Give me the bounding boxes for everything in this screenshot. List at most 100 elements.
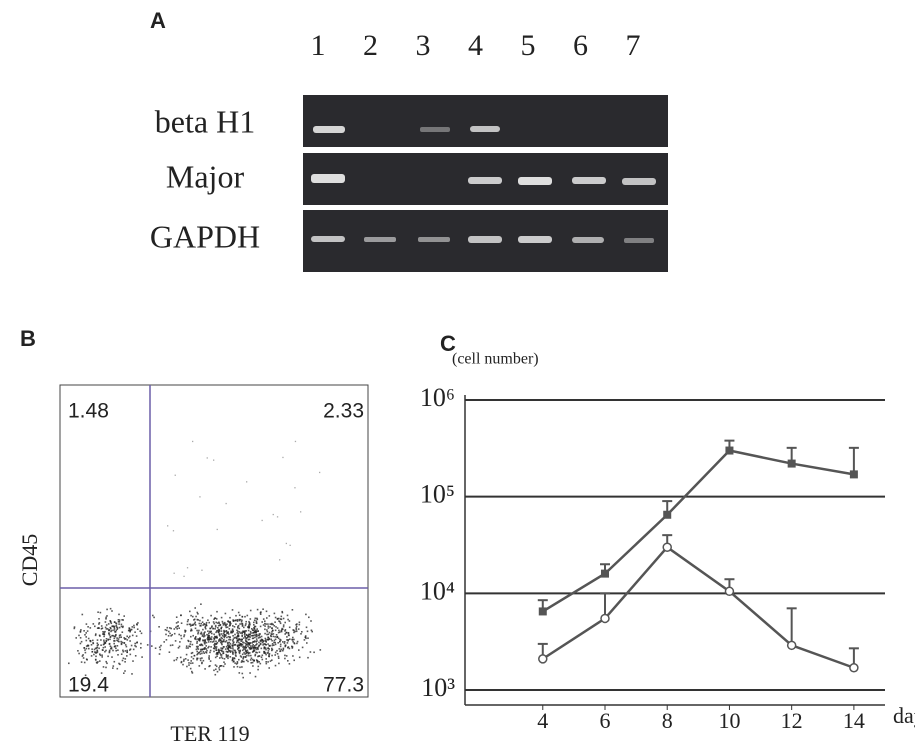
event-dot <box>103 666 105 668</box>
event-dot <box>94 651 96 653</box>
event-dot <box>215 657 217 659</box>
event-dot <box>248 626 250 628</box>
event-dot <box>117 668 119 670</box>
event-dot <box>207 635 209 637</box>
event-dot <box>124 642 126 644</box>
event-dot <box>226 655 228 657</box>
event-dot <box>264 633 266 635</box>
event-dot <box>105 627 107 629</box>
event-dot <box>183 660 185 662</box>
event-dot <box>242 650 244 652</box>
event-dot <box>151 645 153 647</box>
event-dot <box>221 637 223 639</box>
event-dot <box>169 633 171 635</box>
lane-label: 2 <box>363 29 378 62</box>
event-dot <box>188 645 190 647</box>
event-dot <box>243 642 245 644</box>
event-dot <box>95 656 97 658</box>
event-dot <box>252 665 254 667</box>
event-dot <box>225 613 227 615</box>
event-dot <box>232 639 234 641</box>
event-dot <box>195 639 197 641</box>
event-dot <box>230 639 232 641</box>
event-dot <box>116 637 118 639</box>
event-dot <box>214 617 216 619</box>
event-dot <box>241 661 243 663</box>
marker <box>601 614 609 622</box>
event-dot <box>232 609 234 611</box>
event-dot <box>257 609 259 611</box>
row-label: beta H1 <box>155 103 255 139</box>
lane-label: 1 <box>311 29 326 62</box>
event-dot <box>223 652 225 654</box>
event-dot <box>90 627 92 629</box>
event-dot <box>92 640 94 642</box>
figure: A beta H1 Major GAPDH 1234567 B 1.48 2.3… <box>0 0 915 750</box>
event-dot <box>201 653 203 655</box>
marker <box>725 587 733 595</box>
event-dot <box>245 638 247 640</box>
event-dot <box>219 625 221 627</box>
event-dot <box>217 622 219 624</box>
event-dot <box>165 629 167 631</box>
event-dot <box>160 645 162 647</box>
event-dot <box>130 654 132 656</box>
event-dot <box>86 658 88 660</box>
event-dot <box>217 627 219 629</box>
event-dot <box>255 652 257 654</box>
event-dot <box>239 667 241 669</box>
event-dot <box>176 628 178 630</box>
event-dot <box>109 634 111 636</box>
event-dot <box>261 656 263 658</box>
line-chart: 10³10⁴10⁵10⁶468101214 <box>420 383 885 733</box>
event-dot <box>107 656 109 658</box>
event-dot <box>265 661 267 663</box>
event-dot <box>220 665 222 667</box>
event-dot <box>243 631 245 633</box>
event-dot <box>106 628 108 630</box>
event-dot <box>242 658 244 660</box>
event-dot <box>243 627 245 629</box>
event-dot <box>256 636 258 638</box>
event-dot <box>108 629 110 631</box>
event-dot <box>116 630 118 632</box>
event-dot <box>307 637 309 639</box>
event-dot <box>299 657 301 659</box>
event-dot <box>177 657 179 659</box>
event-dot <box>235 637 237 639</box>
event-dot <box>134 631 136 633</box>
event-dot <box>188 662 190 664</box>
event-dot <box>97 661 99 663</box>
event-dot <box>198 632 200 634</box>
event-dot <box>137 628 139 630</box>
event-dot <box>96 647 98 649</box>
event-dot <box>116 625 118 627</box>
event-dot <box>197 619 199 621</box>
event-dot <box>136 642 138 644</box>
event-dot <box>118 623 120 625</box>
event-dot <box>201 657 203 659</box>
event-dot <box>147 644 149 646</box>
event-dot <box>91 648 93 650</box>
event-dot <box>219 634 221 636</box>
event-dot <box>129 640 131 642</box>
event-dot <box>199 620 201 622</box>
event-dot <box>238 639 240 641</box>
event-dot <box>183 659 185 661</box>
event-dot <box>100 639 102 641</box>
event-dot <box>110 645 112 647</box>
event-dot <box>254 637 256 639</box>
event-dot <box>234 626 236 628</box>
event-dot <box>211 625 213 627</box>
event-dot <box>106 640 108 642</box>
event-dot <box>176 659 178 661</box>
event-dot <box>225 631 227 633</box>
event-dot <box>68 663 70 665</box>
event-dot <box>280 623 282 625</box>
marker <box>663 511 671 519</box>
event-dot <box>268 637 270 639</box>
event-dot <box>111 610 113 612</box>
event-dot <box>97 652 99 654</box>
event-dot <box>228 620 230 622</box>
event-dot <box>228 639 230 641</box>
